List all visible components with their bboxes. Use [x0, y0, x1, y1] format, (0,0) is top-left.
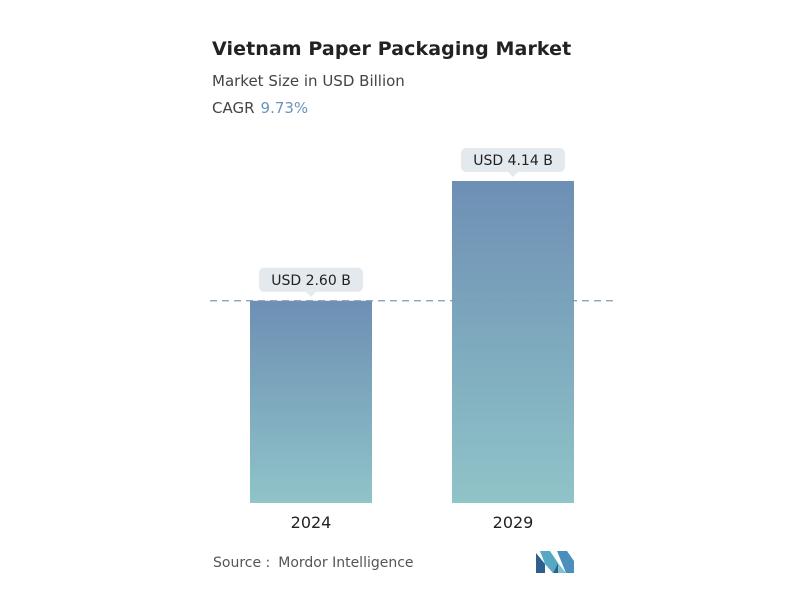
- source-value: Mordor Intelligence: [278, 555, 414, 571]
- data-label-text: USD 2.60 B: [271, 273, 351, 289]
- mordor-intelligence-logo-icon: [536, 551, 574, 577]
- bar-2024: [250, 300, 372, 503]
- data-label-pointer: [508, 172, 518, 177]
- chart-subtitle: Market Size in USD Billion: [212, 72, 405, 90]
- data-label-2024: USD 2.60 B: [259, 267, 363, 297]
- source-label: Source :: [213, 555, 271, 571]
- chart-title: Vietnam Paper Packaging Market: [212, 38, 572, 60]
- data-label-box: [461, 148, 565, 172]
- x-tick-label-2024: 2024: [291, 513, 332, 532]
- data-label-box: [259, 267, 363, 292]
- data-label-text: USD 4.14 B: [473, 153, 553, 169]
- cagr-value: 9.73%: [260, 99, 309, 117]
- cagr-line: CAGR 9.73%: [212, 99, 308, 117]
- data-label-pointer: [306, 291, 316, 297]
- cagr-label: CAGR: [212, 99, 255, 117]
- source-line: Source : Mordor Intelligence: [213, 555, 414, 571]
- x-tick-label-2029: 2029: [493, 513, 534, 532]
- bar-2029: [452, 181, 574, 503]
- data-label-2029: USD 4.14 B: [461, 148, 565, 177]
